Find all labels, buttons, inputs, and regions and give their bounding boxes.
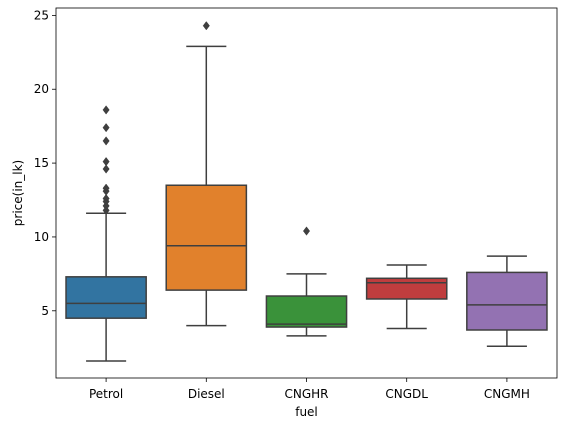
x-tick-label-cngdl: CNGDL (385, 387, 428, 401)
box-group-cngmh (466, 255, 548, 347)
y-axis-label: price(in_lk) (11, 160, 25, 226)
box-iqr (165, 184, 248, 291)
outlier-point (102, 157, 110, 167)
box-iqr (466, 271, 548, 331)
boxes-layer (65, 21, 548, 362)
y-tick-label: 5 (41, 304, 49, 318)
box-iqr (365, 277, 448, 300)
y-tick-label: 10 (34, 230, 49, 244)
x-tick-label-diesel: Diesel (188, 387, 225, 401)
box-iqr (65, 276, 147, 319)
box-group-cnghr (265, 226, 348, 337)
outlier-point (102, 105, 110, 115)
outlier-point (102, 123, 110, 133)
box-group-cngdl (365, 264, 448, 330)
x-tick-label-petrol: Petrol (89, 387, 123, 401)
box-group-diesel (165, 21, 248, 327)
y-tick-label: 20 (34, 82, 49, 96)
y-tick-label: 25 (34, 8, 49, 22)
outlier-point (102, 183, 110, 193)
y-tick-label: 15 (34, 156, 49, 170)
box-iqr (265, 295, 348, 328)
outlier-point (102, 193, 110, 204)
outlier-point (302, 226, 311, 236)
axes-layer: 5 10 15 20 25 Petrol Diesel CNGHR CNGDL CNGMH (34, 7, 558, 401)
x-axis-label: fuel (295, 405, 318, 419)
outlier-point (102, 164, 110, 174)
outlier-point (202, 21, 210, 31)
x-tick-label-cnghr: CNGHR (284, 387, 328, 401)
outlier-point (102, 136, 110, 146)
box-group-petrol (65, 105, 147, 362)
x-tick-label-cngmh: CNGMH (484, 387, 530, 401)
